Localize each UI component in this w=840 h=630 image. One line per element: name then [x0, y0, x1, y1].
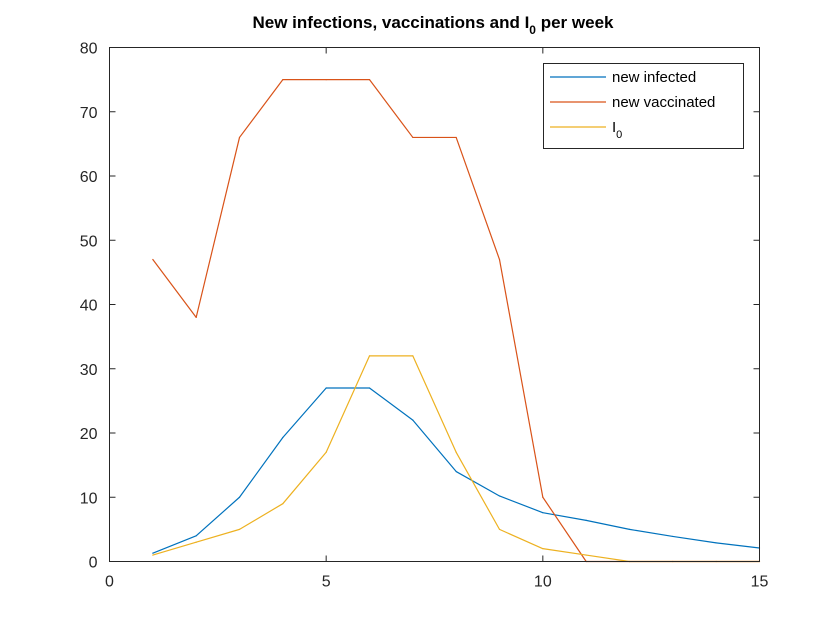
data-point-new-vaccinated: [152, 258, 154, 261]
data-point-new-infected: [412, 419, 414, 421]
x-tick-label: 10: [534, 574, 552, 591]
x-tick-label: 15: [751, 574, 769, 591]
data-point-i0: [498, 528, 501, 530]
data-point-i0: [455, 451, 457, 453]
data-point-i0: [585, 554, 587, 556]
data-point-i0: [412, 355, 414, 357]
series-line-new-vaccinated: [152, 79, 760, 563]
data-point-new-vaccinated: [412, 136, 414, 139]
data-point-new-vaccinated: [282, 79, 284, 81]
data-point-i0: [282, 503, 284, 505]
data-point-i0: [542, 548, 544, 550]
y-tick-label: 10: [80, 490, 98, 507]
chart-title-main: New infections, vaccinations and I: [253, 13, 530, 32]
data-point-new-vaccinated: [455, 136, 457, 139]
legend-box: [543, 63, 744, 149]
data-point-new-infected: [542, 512, 544, 514]
y-tick-label: 70: [80, 105, 98, 122]
chart-title-subscript: 0: [529, 23, 536, 37]
data-point-new-infected: [628, 528, 631, 530]
legend-label-new-infected: new infected: [612, 69, 696, 86]
data-point-new-infected: [368, 387, 371, 389]
data-point-new-vaccinated: [325, 79, 327, 81]
data-point-i0: [325, 451, 327, 453]
y-tick-label: 20: [80, 426, 98, 443]
y-tick-label: 30: [80, 362, 98, 379]
data-point-new-infected: [715, 542, 717, 544]
legend-label-i0: I0: [612, 119, 622, 141]
data-point-i0: [368, 355, 371, 357]
y-axis: 0 10 20 30 40 50 60 70 80: [80, 41, 760, 572]
data-point-new-infected: [152, 552, 154, 554]
chart-title: New infections, vaccinations and I0 per …: [253, 13, 615, 37]
series-line-i0: [152, 355, 760, 563]
legend-label-i0-main: I: [612, 119, 616, 136]
x-tick-label: 5: [322, 574, 331, 591]
chart-title-suffix: per week: [536, 13, 614, 32]
series-line-new-infected: [152, 387, 760, 554]
data-point-new-infected: [672, 535, 674, 538]
x-axis: 0 5 10 15: [105, 47, 769, 591]
data-point-new-infected: [282, 436, 284, 439]
data-point-new-vaccinated: [542, 496, 544, 498]
data-point-new-infected: [238, 496, 241, 498]
data-point-new-vaccinated: [195, 316, 197, 318]
data-point-new-infected: [195, 535, 197, 537]
data-point-i0: [152, 554, 154, 556]
y-tick-label: 40: [80, 298, 98, 315]
data-point-i0: [238, 528, 241, 530]
y-tick-label: 80: [80, 41, 98, 58]
data-point-i0: [195, 541, 197, 543]
data-point-new-vaccinated: [368, 79, 371, 81]
legend-label-new-vaccinated: new vaccinated: [612, 94, 715, 111]
y-tick-label: 0: [89, 555, 98, 572]
y-tick-label: 50: [80, 233, 98, 250]
plot-lines: [152, 79, 761, 563]
data-point-new-infected: [325, 387, 327, 389]
y-tick-label: 60: [80, 169, 98, 186]
data-point-new-vaccinated: [498, 258, 501, 261]
x-tick-label: 0: [105, 574, 114, 591]
data-point-new-infected: [455, 470, 457, 473]
legend: new infected new vaccinated I0: [543, 63, 744, 149]
data-point-new-vaccinated: [238, 136, 241, 139]
data-point-new-infected: [498, 495, 501, 497]
legend-label-i0-subscript: 0: [616, 129, 622, 141]
data-point-new-infected: [585, 519, 587, 521]
